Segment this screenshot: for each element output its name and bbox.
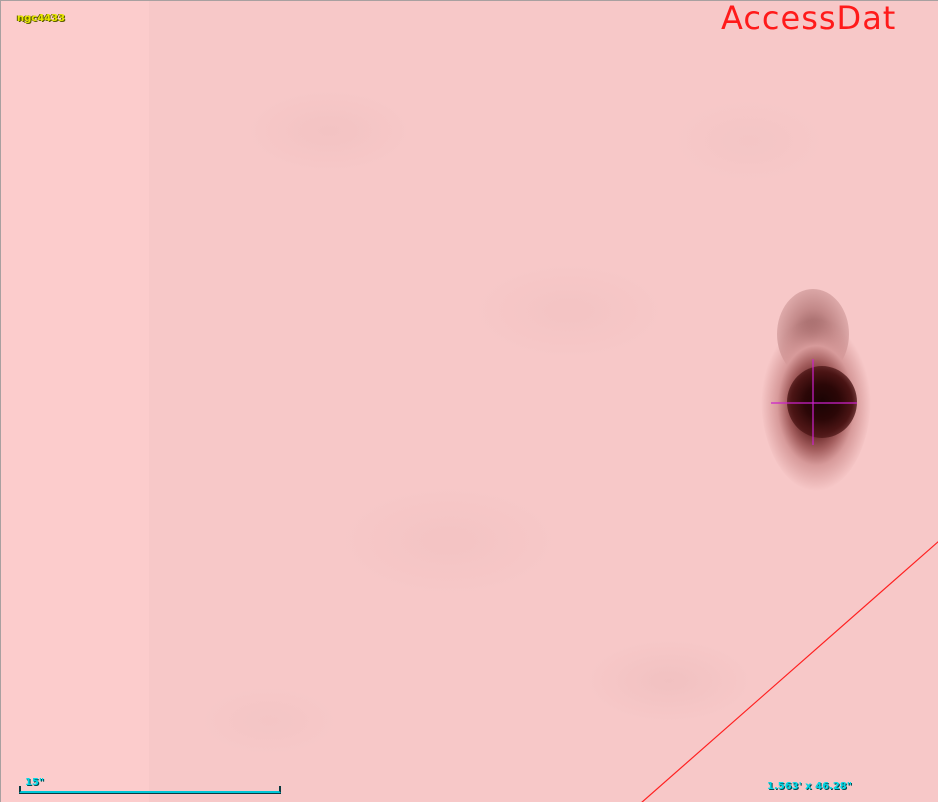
scale-bar-label: 15" (25, 777, 45, 788)
field-of-view-label: 1.563' x 46.28" (767, 781, 852, 792)
footprint-boundary-line (641, 541, 938, 802)
object-name-label: ngc4433 (17, 13, 66, 24)
scale-bar (19, 786, 281, 793)
watermark-text: AccessDat (721, 0, 897, 37)
image-edge-strip (1, 1, 149, 802)
bright-source-core (787, 366, 857, 438)
crosshair-icon[interactable] (771, 359, 857, 445)
